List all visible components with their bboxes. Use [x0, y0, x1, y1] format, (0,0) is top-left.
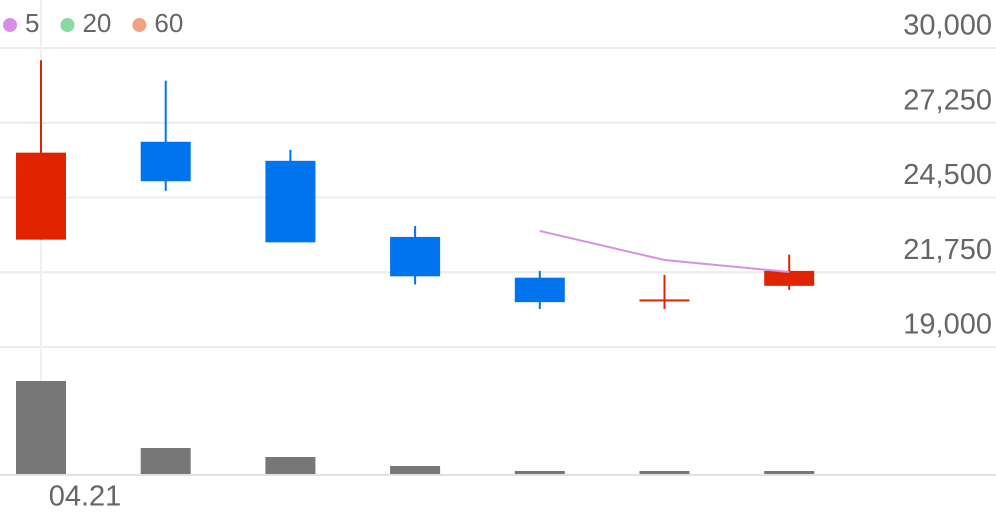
volume-bar [764, 471, 815, 474]
candle-body [265, 160, 316, 243]
moving-average-line [539, 229, 790, 273]
volume-bar [265, 457, 316, 474]
legend-label: 60 [154, 8, 183, 38]
x-tick-label: 04.21 [49, 481, 122, 513]
legend-label: 20 [82, 8, 111, 38]
candle-body [514, 277, 565, 303]
volume-bar [16, 381, 66, 474]
volume-bar [639, 471, 690, 474]
candle-body [390, 236, 441, 277]
volume-bar [514, 471, 565, 474]
legend-label: 5 [25, 8, 39, 38]
legend-marker [3, 18, 17, 32]
candle-body [140, 141, 191, 182]
y-tick-label: 30,000 [903, 10, 992, 42]
candle-body [16, 152, 66, 240]
y-tick-label: 21,750 [903, 234, 992, 266]
legend-marker [132, 18, 147, 32]
legend-marker [60, 18, 75, 32]
y-tick-label: 24,500 [903, 159, 992, 191]
y-tick-label: 19,000 [903, 309, 992, 341]
volume-bar [140, 448, 191, 474]
y-tick-label: 27,250 [903, 84, 992, 116]
volume-bar [390, 466, 441, 474]
candle-body [639, 299, 690, 302]
candle-body [764, 270, 815, 286]
